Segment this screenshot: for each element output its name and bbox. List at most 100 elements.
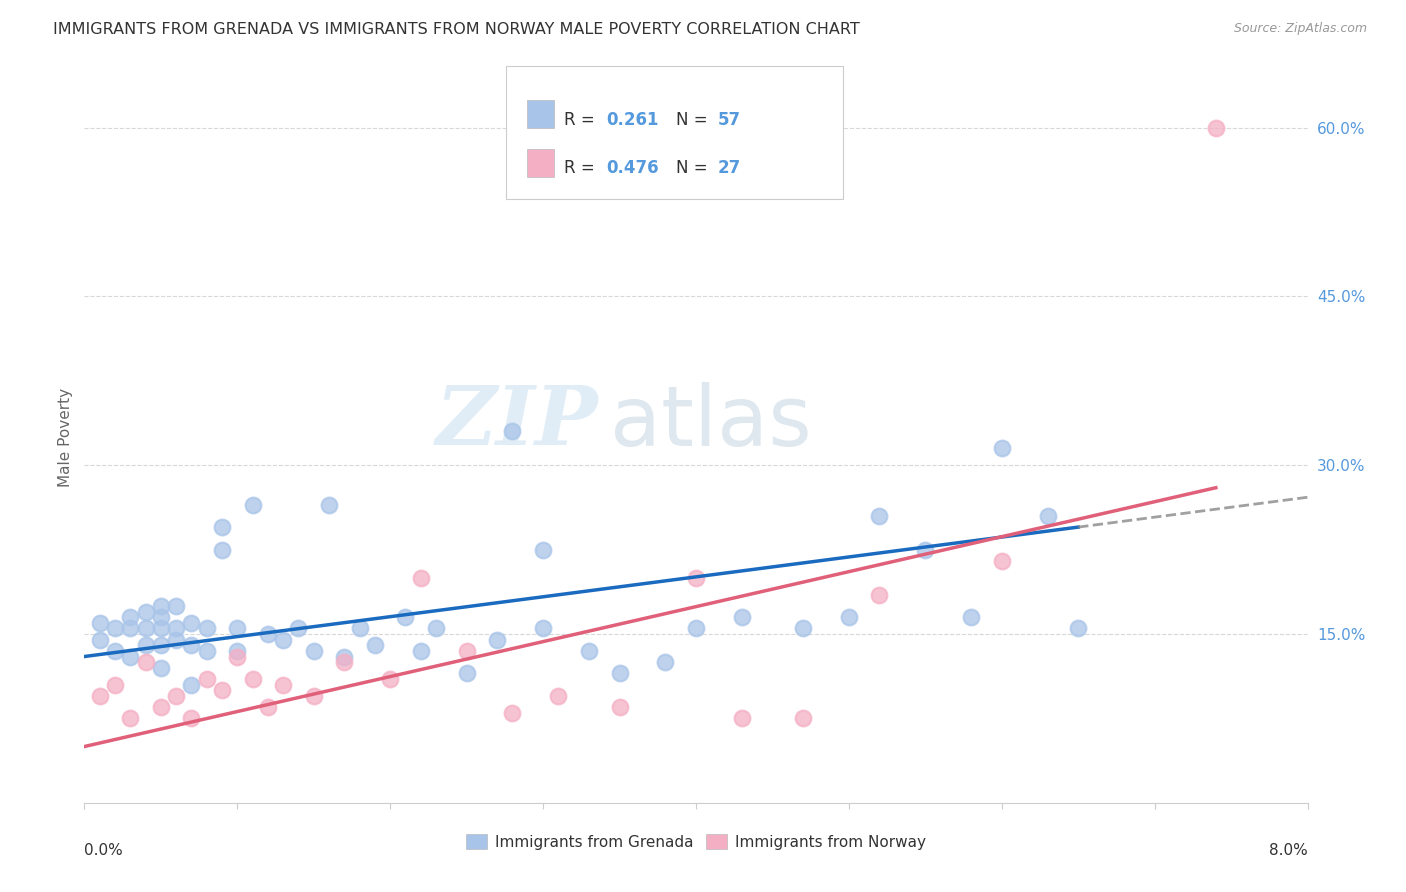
Point	[120, 649, 142, 664]
Text: 0.476: 0.476	[606, 159, 659, 178]
Point	[211, 542, 233, 557]
Point	[609, 666, 631, 681]
Text: 57: 57	[718, 111, 741, 128]
Point	[425, 621, 447, 635]
Point	[226, 644, 249, 658]
Point	[104, 621, 127, 635]
Point	[180, 678, 202, 692]
Point	[135, 621, 157, 635]
Y-axis label: Male Poverty: Male Poverty	[58, 387, 73, 487]
Point	[486, 632, 509, 647]
Point	[838, 610, 860, 624]
Point	[792, 621, 814, 635]
Point	[502, 425, 524, 439]
Point	[89, 632, 111, 647]
FancyBboxPatch shape	[506, 65, 842, 199]
Point	[960, 610, 983, 624]
Point	[394, 610, 416, 624]
Point	[578, 644, 600, 658]
Point	[1036, 508, 1059, 523]
Bar	[527, 101, 554, 128]
Point	[89, 689, 111, 703]
Point	[302, 644, 325, 658]
Point	[609, 700, 631, 714]
Point	[531, 621, 554, 635]
Point	[89, 615, 111, 630]
Point	[257, 700, 280, 714]
Point	[409, 644, 432, 658]
Text: atlas: atlas	[610, 382, 813, 463]
Point	[502, 706, 524, 720]
Point	[149, 599, 172, 613]
Point	[731, 610, 754, 624]
Point	[165, 632, 187, 647]
Point	[333, 649, 356, 664]
Point	[991, 442, 1014, 456]
Point	[149, 610, 172, 624]
Point	[547, 689, 569, 703]
Point	[792, 711, 814, 725]
Point	[165, 599, 187, 613]
Text: N =: N =	[676, 111, 713, 128]
Point	[180, 615, 202, 630]
Text: R =: R =	[564, 111, 600, 128]
Point	[1067, 621, 1090, 635]
Point	[380, 672, 402, 686]
Point	[104, 644, 127, 658]
Point	[1205, 120, 1227, 135]
Point	[180, 638, 202, 652]
Point	[211, 520, 233, 534]
Point	[869, 588, 891, 602]
Point	[287, 621, 309, 635]
Point	[180, 711, 202, 725]
Point	[731, 711, 754, 725]
Point	[318, 498, 340, 512]
Point	[242, 672, 264, 686]
Point	[914, 542, 936, 557]
Point	[195, 672, 218, 686]
Point	[135, 605, 157, 619]
Point	[991, 554, 1014, 568]
Point	[531, 542, 554, 557]
Point	[195, 644, 218, 658]
Point	[165, 621, 187, 635]
Text: 0.261: 0.261	[606, 111, 659, 128]
Point	[135, 655, 157, 669]
Point	[149, 621, 172, 635]
Text: 8.0%: 8.0%	[1268, 843, 1308, 858]
Point	[364, 638, 387, 652]
Text: IMMIGRANTS FROM GRENADA VS IMMIGRANTS FROM NORWAY MALE POVERTY CORRELATION CHART: IMMIGRANTS FROM GRENADA VS IMMIGRANTS FR…	[53, 22, 860, 37]
Point	[195, 621, 218, 635]
Point	[149, 661, 172, 675]
Text: N =: N =	[676, 159, 713, 178]
Point	[120, 621, 142, 635]
Text: 27: 27	[718, 159, 741, 178]
Point	[104, 678, 127, 692]
Point	[271, 678, 294, 692]
Point	[869, 508, 891, 523]
Point	[120, 711, 142, 725]
Point	[685, 621, 707, 635]
Text: Source: ZipAtlas.com: Source: ZipAtlas.com	[1233, 22, 1367, 36]
Text: ZIP: ZIP	[436, 383, 598, 462]
Point	[302, 689, 325, 703]
Point	[242, 498, 264, 512]
Point	[654, 655, 676, 669]
Point	[226, 649, 249, 664]
Bar	[527, 149, 554, 177]
Point	[149, 700, 172, 714]
Point	[349, 621, 371, 635]
Point	[120, 610, 142, 624]
Text: 0.0%: 0.0%	[84, 843, 124, 858]
Legend: Immigrants from Grenada, Immigrants from Norway: Immigrants from Grenada, Immigrants from…	[465, 835, 927, 850]
Text: R =: R =	[564, 159, 600, 178]
Point	[211, 683, 233, 698]
Point	[456, 644, 478, 658]
Point	[226, 621, 249, 635]
Point	[149, 638, 172, 652]
Point	[409, 571, 432, 585]
Point	[135, 638, 157, 652]
Point	[456, 666, 478, 681]
Point	[333, 655, 356, 669]
Point	[271, 632, 294, 647]
